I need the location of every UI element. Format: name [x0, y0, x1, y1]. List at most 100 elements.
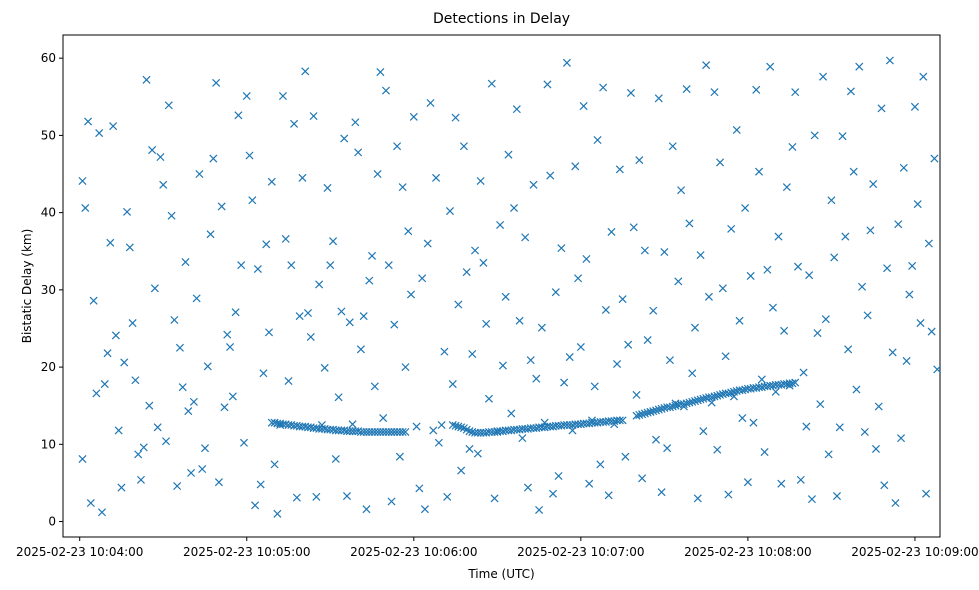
- data-point: [109, 122, 118, 131]
- data-point: [768, 303, 777, 312]
- data-point: [473, 449, 482, 458]
- data-point: [245, 151, 254, 160]
- data-point: [432, 173, 441, 182]
- data-point: [415, 484, 424, 493]
- data-point: [557, 244, 566, 253]
- data-point: [320, 363, 329, 372]
- data-point: [301, 67, 310, 76]
- data-point: [657, 488, 666, 497]
- chart-title: Detections in Delay: [433, 11, 570, 27]
- data-point: [735, 316, 744, 325]
- data-point: [849, 167, 858, 176]
- data-point: [106, 238, 115, 247]
- data-point: [281, 234, 290, 243]
- data-point: [668, 142, 677, 151]
- data-point: [807, 495, 816, 504]
- data-point: [788, 379, 797, 388]
- data-point: [529, 180, 538, 189]
- data-point: [760, 448, 769, 457]
- y-axis: 0 10 20 30 40 50 60: [41, 51, 63, 529]
- data-point: [284, 376, 293, 386]
- data-point: [874, 402, 883, 411]
- data-point: [660, 247, 669, 257]
- data-point: [590, 382, 599, 391]
- data-point: [510, 203, 519, 213]
- data-point: [156, 153, 165, 162]
- data-point: [788, 142, 797, 152]
- data-point: [830, 253, 839, 262]
- data-point: [200, 444, 210, 453]
- data-point: [551, 288, 560, 297]
- data-point: [117, 483, 126, 492]
- data-point: [342, 492, 352, 501]
- data-point: [78, 454, 87, 464]
- data-point: [234, 111, 243, 120]
- data-point: [298, 173, 307, 182]
- data-point: [368, 251, 377, 260]
- data-point: [665, 356, 674, 365]
- y-tick-label: 30: [41, 283, 56, 297]
- data-point: [437, 420, 446, 430]
- data-point: [521, 233, 530, 242]
- data-point: [184, 407, 193, 416]
- data-point: [618, 295, 627, 304]
- data-point: [248, 196, 257, 205]
- y-axis-label: Bistatic Delay (km): [20, 229, 34, 344]
- x-tick-label: 2025-02-23 10:05:00: [183, 545, 310, 559]
- data-point: [323, 183, 332, 192]
- data-point: [239, 438, 248, 447]
- data-point: [774, 232, 783, 241]
- data-point: [894, 220, 903, 229]
- data-point: [401, 363, 410, 372]
- data-point: [195, 169, 204, 179]
- data-point: [632, 390, 641, 399]
- data-point: [359, 312, 368, 321]
- data-point: [615, 165, 624, 174]
- data-point: [381, 86, 390, 95]
- data-point: [913, 200, 922, 209]
- data-point: [406, 290, 416, 299]
- data-point: [231, 308, 240, 317]
- data-point: [562, 58, 571, 67]
- data-point: [128, 319, 137, 328]
- data-point: [613, 359, 622, 369]
- data-point: [120, 358, 129, 367]
- data-point: [649, 306, 658, 315]
- data-point: [418, 274, 427, 283]
- data-point: [752, 85, 761, 94]
- data-point: [187, 468, 196, 477]
- data-point: [401, 427, 410, 436]
- data-point: [387, 497, 396, 506]
- data-point: [365, 276, 374, 285]
- data-point: [824, 450, 833, 459]
- data-point: [618, 416, 627, 425]
- data-point: [303, 309, 313, 318]
- data-point: [532, 374, 541, 383]
- data-point: [819, 72, 828, 81]
- y-tick-label: 60: [41, 51, 56, 65]
- data-point: [164, 101, 173, 110]
- data-point: [142, 75, 151, 84]
- data-point: [315, 280, 324, 289]
- data-point: [145, 401, 154, 410]
- data-point: [883, 264, 892, 273]
- data-point: [852, 385, 861, 394]
- data-point: [78, 176, 87, 185]
- data-point: [643, 336, 652, 345]
- data-point: [468, 349, 477, 358]
- data-point: [189, 397, 198, 406]
- data-point: [136, 475, 145, 484]
- data-point: [791, 88, 800, 97]
- data-point: [651, 435, 661, 444]
- data-point: [226, 342, 235, 352]
- data-point: [337, 307, 346, 316]
- data-point: [398, 427, 407, 436]
- data-point: [217, 202, 226, 211]
- data-point: [462, 268, 471, 277]
- data-point: [223, 330, 232, 339]
- data-point: [376, 68, 385, 77]
- data-point: [699, 427, 708, 436]
- data-point: [351, 118, 360, 127]
- data-point: [741, 203, 750, 213]
